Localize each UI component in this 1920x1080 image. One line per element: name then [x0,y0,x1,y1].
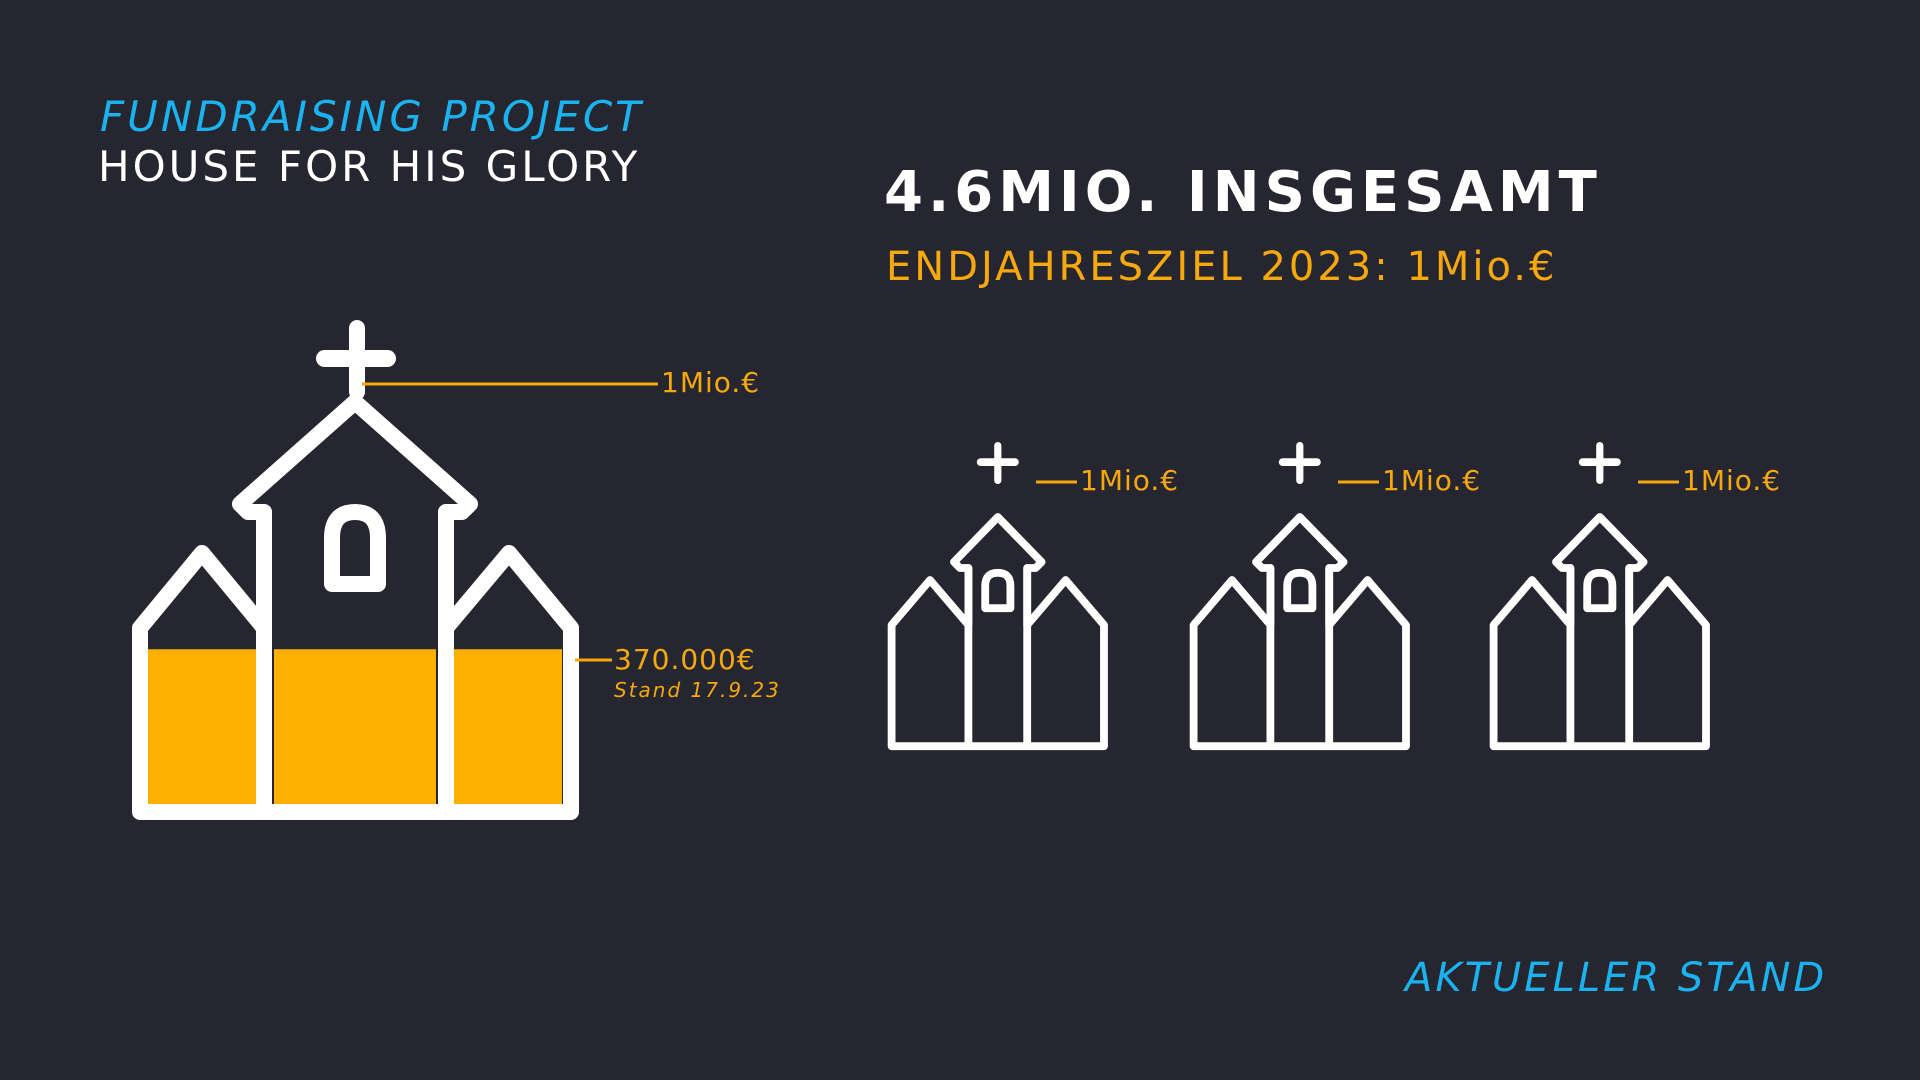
small-church-3: 1Mio.€ [1494,442,1781,746]
small-church-1: 1Mio.€ [892,442,1179,746]
fill-level-middle [274,649,436,805]
current-status-label: AKTUELLER STAND [1405,955,1828,1001]
project-title: HOUSE FOR HIS GLORY [98,142,641,191]
small-church-label: 1Mio.€ [1682,464,1781,497]
small-church-label: 1Mio.€ [1382,464,1481,497]
small-church-label: 1Mio.€ [1080,464,1179,497]
main-church: 1Mio.€ 370.000€ Stand 17.9.23 [132,320,781,820]
year-end-goal: ENDJAHRESZIEL 2023: 1Mio.€ [886,244,1558,290]
date-label: Stand 17.9.23 [614,678,781,702]
main-top-label: 1Mio.€ [661,366,760,399]
small-church-2: 1Mio.€ [1194,442,1481,746]
total-amount-heading: 4.6MIO. INSGESAMT [884,160,1602,225]
fill-level-left [148,649,256,805]
current-amount-label: 370.000€ [614,643,756,676]
project-subtitle: FUNDRAISING PROJECT [100,92,644,141]
fill-level-right [454,649,562,805]
